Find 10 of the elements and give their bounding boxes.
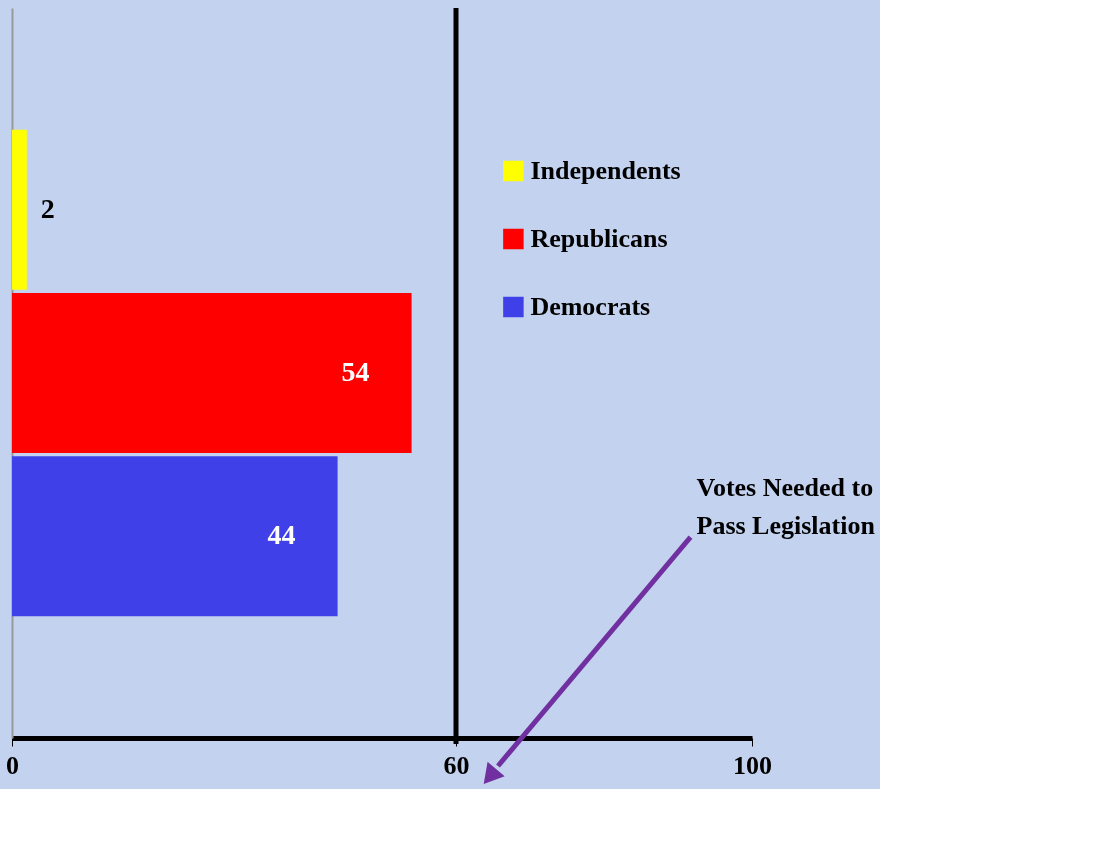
annotation: Votes Needed to Pass Legislation: [696, 473, 876, 541]
x-tick-label: 0: [6, 750, 19, 780]
data-label: 44: [267, 519, 296, 551]
x-tick-label: 100: [733, 750, 772, 780]
legend-label: Democrats: [530, 292, 651, 321]
data-label: 54: [341, 356, 370, 387]
legend-label: Republicans: [530, 224, 668, 253]
data-label: 2: [40, 192, 55, 224]
x-tick-label: 60: [443, 750, 470, 780]
legend-label: Independents: [530, 156, 681, 185]
